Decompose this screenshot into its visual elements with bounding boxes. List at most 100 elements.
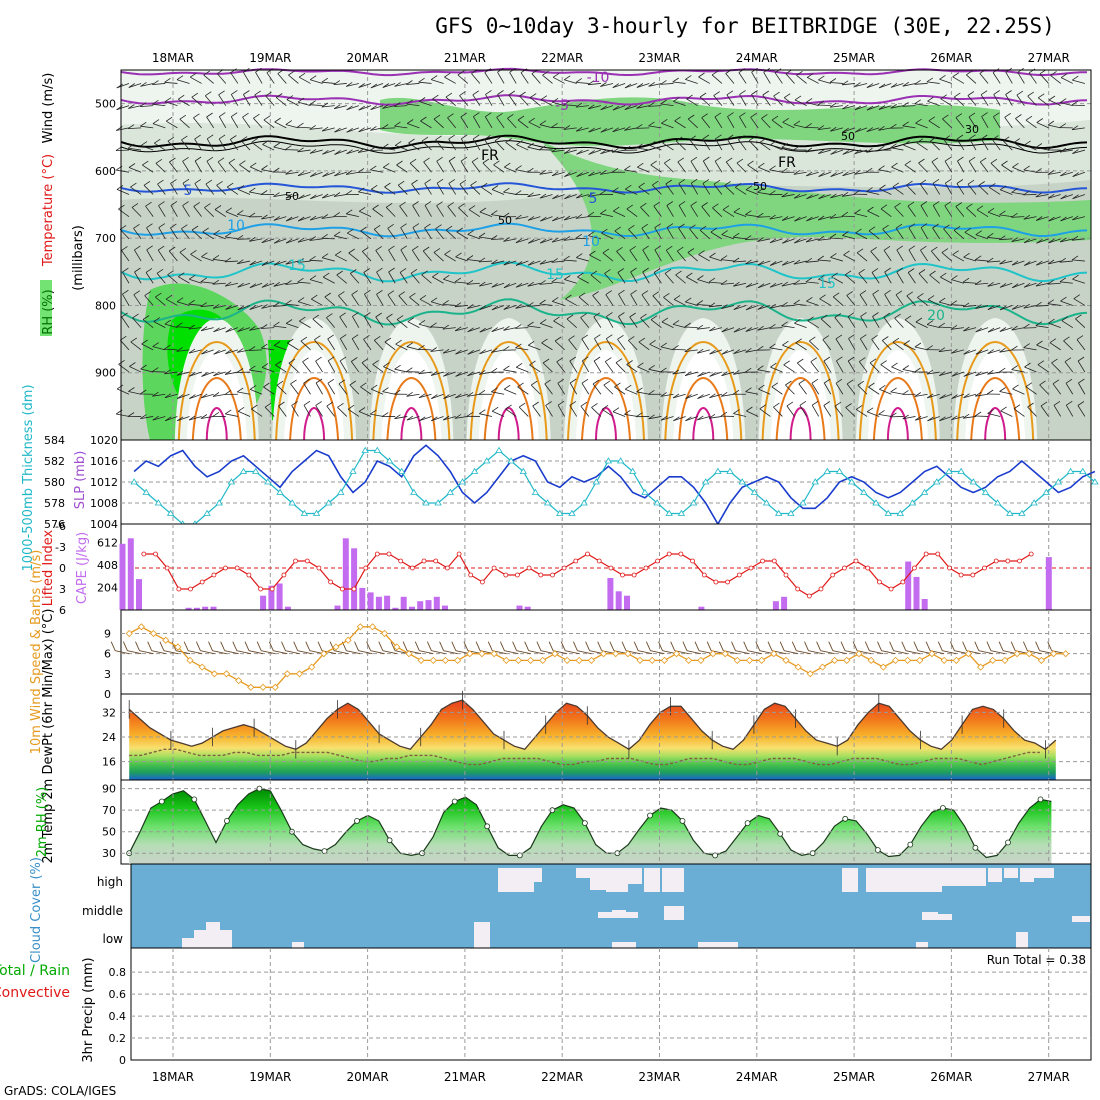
wind-barb: [846, 383, 856, 395]
wind-barb-flag: [430, 347, 437, 352]
wind-barb-flag: [145, 268, 153, 273]
wind-barb: [713, 95, 723, 106]
wind-barb: [181, 139, 190, 151]
wind-barb-flag: [539, 193, 547, 199]
wind-barb: [987, 211, 1001, 218]
wind-barb: [278, 405, 287, 417]
wind-barb: [273, 305, 287, 307]
wind-barb-flag: [830, 253, 837, 258]
wind-barb-flag: [443, 274, 450, 280]
wind-barb-flag: [1077, 401, 1085, 406]
wind-barb: [618, 316, 626, 328]
wind-barb-flag: [236, 210, 244, 215]
wind-barb-flag: [118, 359, 125, 365]
wind-barb-flag: [529, 360, 536, 366]
wind-barb: [739, 94, 747, 106]
wind-barb-flag: [781, 216, 789, 221]
wind-barb-flag: [494, 136, 502, 142]
wind-barb: [855, 409, 868, 417]
wind-barb-flag: [297, 237, 305, 243]
lifted-index-marker: [269, 586, 275, 592]
wind-barb-flag: [164, 369, 171, 375]
wind-barb-10m-flag: [645, 641, 651, 651]
wind-barb: [1001, 164, 1013, 173]
wind-barb-flag: [710, 227, 718, 233]
wind-barb-flag: [818, 75, 825, 81]
wind-barb-flag: [497, 90, 504, 95]
wind-barb: [336, 274, 348, 284]
wind-barb: [225, 236, 238, 240]
wind-barb: [854, 149, 868, 155]
wind-barb: [563, 104, 577, 107]
wind-barb: [782, 260, 795, 266]
wind-barb: [940, 98, 953, 106]
wind-barb: [677, 161, 686, 173]
lifted-index-marker: [795, 586, 801, 592]
wind-barb-flag: [470, 180, 477, 186]
wind-barb-flag: [859, 357, 866, 362]
wind-barb-flag: [527, 340, 535, 346]
wind-barb: [557, 404, 565, 417]
thickness-marker: [823, 467, 832, 474]
wind-barb: [927, 416, 940, 422]
wind-barb: [334, 235, 347, 240]
wind-barb: [745, 214, 759, 218]
wind-barb-flag: [433, 248, 441, 253]
wind-barb-flag: [745, 305, 753, 311]
wind-barb-flag: [648, 414, 655, 420]
wind-barb-flag: [1036, 238, 1043, 244]
wind-barb: [527, 216, 541, 221]
wind-barb: [648, 83, 662, 87]
wind-barb-flag: [563, 100, 570, 106]
wind-barbs: [115, 67, 1086, 422]
wind-barb: [916, 142, 928, 151]
wind-barb-flag: [406, 367, 413, 373]
wind-barb-flag: [167, 270, 174, 276]
wind-barb: [939, 301, 952, 306]
lifted-index-marker: [783, 572, 789, 578]
wind-speed-marker: [283, 670, 291, 678]
wind-barb-10m-flag: [281, 641, 286, 651]
lifted-index-marker: [678, 551, 684, 557]
thickness-marker: [300, 509, 309, 516]
wind-barb-flag: [447, 202, 454, 207]
wind-barb-flag: [769, 165, 776, 171]
wind-barb: [675, 274, 686, 284]
wind-barb: [987, 282, 1001, 287]
wind-barb: [334, 171, 347, 177]
wind-barb: [140, 368, 154, 373]
cape-bar: [384, 595, 391, 610]
wind-barb-flag: [823, 401, 831, 406]
wind-barb: [480, 186, 493, 195]
wind-barb-flag: [1063, 336, 1070, 342]
wind-barb: [999, 391, 1013, 395]
wind-barb: [122, 271, 130, 284]
wind-barb: [491, 305, 505, 311]
wind-barb-flag: [466, 255, 474, 260]
wind-barb-flag: [491, 406, 499, 412]
wind-barb: [1048, 99, 1061, 107]
wind-barb: [479, 305, 493, 310]
wind-barb: [491, 214, 505, 218]
wind-barb-flag: [830, 193, 837, 199]
wind-speed-marker: [332, 643, 340, 651]
wind-barb-flag: [732, 257, 740, 263]
wind-barb: [989, 187, 1001, 195]
bottom-date-labels: 18MAR 19MAR 20MAR 21MAR 22MAR 23MAR 24MAR 25MAR…: [152, 1070, 1070, 1084]
wind-barb-flag: [664, 158, 671, 164]
wind-barb: [805, 260, 819, 263]
wind-barb-flag: [370, 384, 378, 390]
rh-marker: [386, 837, 393, 844]
wind-barb-flag: [1035, 321, 1043, 327]
wind-barb-flag: [527, 142, 534, 148]
wind-barb-flag: [628, 336, 635, 341]
isotherm-30-arc: [580, 376, 631, 441]
wind-barb-10m: [431, 650, 446, 655]
wind-barb: [774, 72, 783, 84]
wind-barb-flag: [435, 224, 442, 230]
wind-barb-flag: [914, 367, 921, 373]
wind-barb-flag: [212, 279, 220, 285]
wind-barb-flag: [490, 235, 498, 240]
wind-barb-flag: [515, 190, 522, 195]
